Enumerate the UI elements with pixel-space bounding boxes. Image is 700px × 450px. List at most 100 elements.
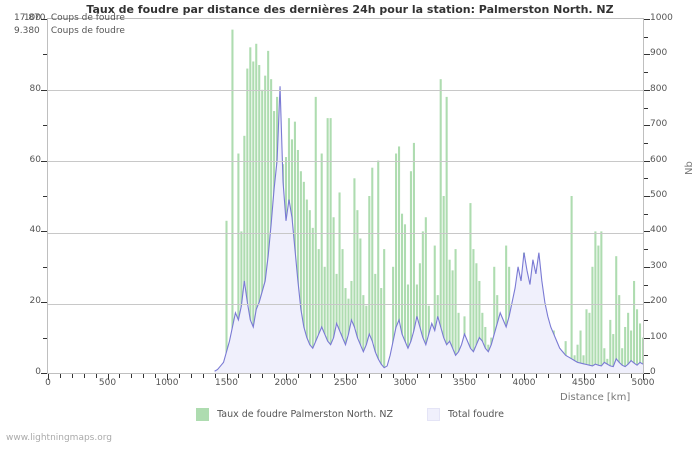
bar <box>621 348 624 373</box>
x-tick <box>452 374 454 378</box>
bar <box>579 330 582 373</box>
y2-tick-label: 900 <box>650 48 668 59</box>
bar <box>576 344 579 373</box>
bar <box>591 266 594 373</box>
x-tick <box>369 374 371 378</box>
bar <box>249 47 252 373</box>
x-tick-label: 2500 <box>334 378 357 388</box>
x-tick <box>107 374 109 380</box>
bar <box>451 270 454 373</box>
x-tick <box>381 374 383 378</box>
bar <box>314 96 317 373</box>
x-tick-label: 0 <box>45 378 51 388</box>
y2-tick <box>644 373 650 374</box>
bar <box>255 43 258 373</box>
bar <box>264 75 267 373</box>
x-tick <box>619 374 621 378</box>
x-tick <box>155 374 157 378</box>
bar <box>299 171 302 373</box>
bar <box>406 284 410 373</box>
bar <box>418 263 421 373</box>
site-url: www.lightningmaps.org <box>6 433 112 443</box>
x-tick <box>262 374 264 378</box>
legend-label-total: Total foudre <box>447 409 504 420</box>
bar <box>267 50 270 373</box>
x-tick <box>48 374 49 380</box>
bar <box>400 213 404 373</box>
y2-tick <box>644 54 650 56</box>
x-tick <box>607 374 609 378</box>
gridline-60 <box>48 161 643 163</box>
x-tick <box>345 374 347 380</box>
bar <box>356 210 359 373</box>
bar <box>246 68 249 373</box>
x-tick-label: 500 <box>98 378 117 388</box>
y2-tick <box>644 89 650 91</box>
bar <box>597 245 600 373</box>
bar <box>403 224 407 373</box>
bar <box>638 323 642 373</box>
bar <box>302 181 305 373</box>
bar <box>374 273 377 373</box>
x-tick <box>202 374 204 378</box>
x-tick <box>297 374 299 378</box>
bar <box>641 337 643 373</box>
annotation-label-2: Coups de foudre <box>50 26 125 36</box>
y2-tick <box>644 19 650 20</box>
x-tick <box>333 374 335 378</box>
y2-tick <box>644 231 650 233</box>
x-tick <box>547 374 549 378</box>
page-title: Taux de foudre par distance des dernière… <box>86 3 614 16</box>
bar <box>377 160 380 373</box>
bar <box>305 199 308 373</box>
x-tick <box>190 374 192 378</box>
y-tick <box>43 196 47 197</box>
x-tick-label: 5000 <box>631 378 655 388</box>
x-tick <box>167 374 168 380</box>
x-tick-label: 2000 <box>274 378 298 388</box>
bar <box>296 149 299 373</box>
y2-tick-label: 0 <box>650 367 656 377</box>
bar <box>478 280 481 373</box>
y2-tick <box>644 36 648 38</box>
x-tick <box>500 374 502 378</box>
x-tick-label: 4000 <box>512 378 536 388</box>
y2-tick <box>644 107 648 109</box>
annotation-box: 17.870 Coups de foudre 9.380 Coups de fo… <box>14 12 125 38</box>
bar <box>505 245 508 373</box>
bar <box>612 334 615 373</box>
y2-tick-label: 300 <box>650 260 668 271</box>
bar <box>633 280 636 373</box>
annotation-label-1: Coups de foudre <box>50 13 125 23</box>
legend-item-total[interactable]: Total foudre <box>426 408 504 421</box>
bar <box>421 231 424 373</box>
x-tick <box>131 374 133 378</box>
bar <box>603 348 606 373</box>
y-tick <box>43 125 47 127</box>
gridline-20 <box>48 303 643 305</box>
y2-tick-label: 200 <box>650 296 668 307</box>
y2-tick <box>644 72 648 74</box>
bar <box>308 210 311 373</box>
bar <box>311 227 314 373</box>
plot-canvas <box>214 29 643 373</box>
y2-tick <box>644 284 648 286</box>
legend-item-taux[interactable]: Taux de foudre Palmerston North. NZ <box>196 408 393 421</box>
y2-tick <box>644 266 650 268</box>
y2-tick <box>644 142 648 144</box>
bar <box>225 220 228 373</box>
y2-tick-label: 400 <box>650 225 668 236</box>
bar <box>630 330 633 373</box>
legend-swatch-taux <box>196 408 210 421</box>
x-tick <box>321 374 323 378</box>
x-tick <box>405 374 406 380</box>
y2-tick <box>644 178 648 180</box>
x-tick-label: 1000 <box>155 378 179 388</box>
bar <box>454 249 457 373</box>
bar <box>371 167 374 373</box>
x-tick <box>119 374 121 378</box>
y-tick-label: 40 <box>29 225 41 236</box>
x-tick <box>214 374 216 378</box>
bar <box>395 153 398 373</box>
bar <box>448 259 451 373</box>
